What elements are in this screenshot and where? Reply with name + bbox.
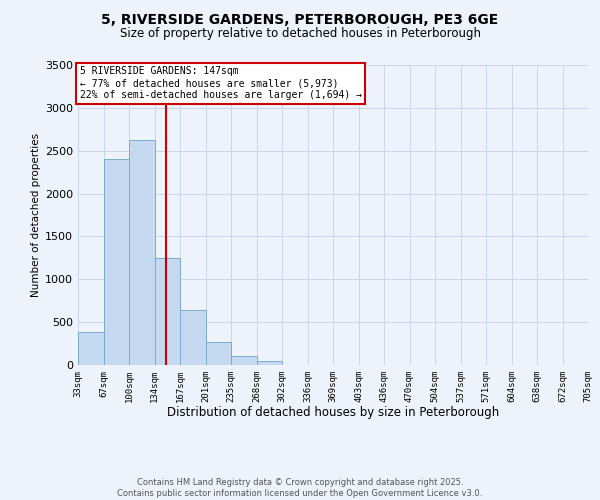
Bar xyxy=(78,332,104,365)
Bar xyxy=(129,140,155,365)
Bar xyxy=(155,258,180,365)
Bar xyxy=(257,360,282,365)
X-axis label: Distribution of detached houses by size in Peterborough: Distribution of detached houses by size … xyxy=(167,406,499,420)
Bar xyxy=(104,160,129,365)
Text: 5 RIVERSIDE GARDENS: 147sqm
← 77% of detached houses are smaller (5,973)
22% of : 5 RIVERSIDE GARDENS: 147sqm ← 77% of det… xyxy=(80,66,362,100)
Text: Contains HM Land Registry data © Crown copyright and database right 2025.
Contai: Contains HM Land Registry data © Crown c… xyxy=(118,478,482,498)
Bar xyxy=(180,310,205,365)
Y-axis label: Number of detached properties: Number of detached properties xyxy=(31,133,41,297)
Text: Size of property relative to detached houses in Peterborough: Size of property relative to detached ho… xyxy=(119,28,481,40)
Text: 5, RIVERSIDE GARDENS, PETERBOROUGH, PE3 6GE: 5, RIVERSIDE GARDENS, PETERBOROUGH, PE3 … xyxy=(101,12,499,26)
Bar xyxy=(231,356,257,365)
Bar xyxy=(205,342,231,365)
